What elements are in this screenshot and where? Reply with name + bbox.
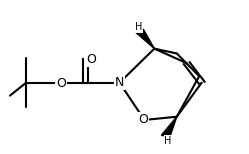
Text: O: O <box>86 53 96 66</box>
Polygon shape <box>161 117 177 137</box>
Text: H: H <box>134 22 142 32</box>
Text: N: N <box>115 76 124 89</box>
Text: O: O <box>56 77 66 90</box>
Polygon shape <box>135 29 154 49</box>
Text: H: H <box>164 136 172 146</box>
Text: O: O <box>138 113 148 126</box>
